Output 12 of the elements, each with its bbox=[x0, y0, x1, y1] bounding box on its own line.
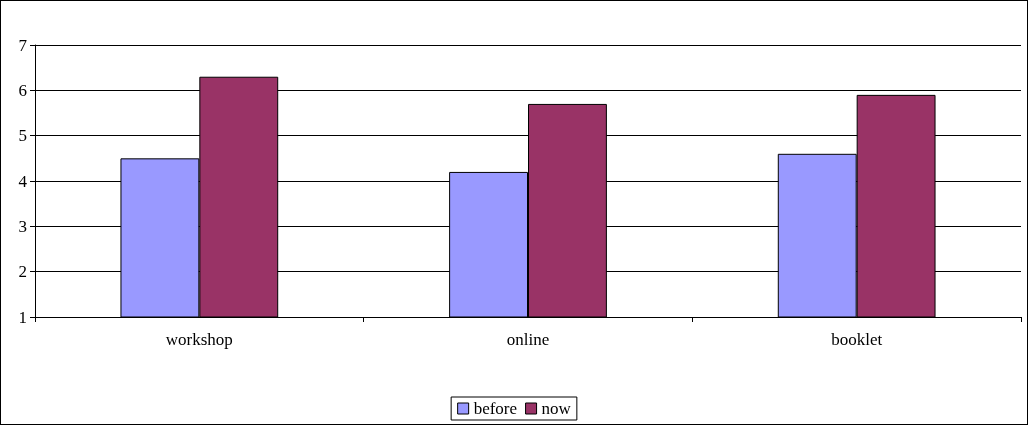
legend-label: now bbox=[541, 399, 572, 418]
y-tick-label: 7 bbox=[18, 35, 28, 55]
y-tick-label: 4 bbox=[18, 171, 28, 191]
y-tick-label: 3 bbox=[18, 216, 27, 236]
y-tick-label: 6 bbox=[18, 80, 27, 100]
legend-label: before bbox=[473, 399, 518, 418]
x-tick-label: online bbox=[506, 330, 550, 349]
y-tick-label: 1 bbox=[18, 307, 27, 327]
y-tick-label: 5 bbox=[18, 126, 27, 146]
x-tick-label: booklet bbox=[831, 330, 883, 349]
x-tick-label: workshop bbox=[165, 330, 233, 349]
y-tick-label: 2 bbox=[18, 262, 27, 282]
